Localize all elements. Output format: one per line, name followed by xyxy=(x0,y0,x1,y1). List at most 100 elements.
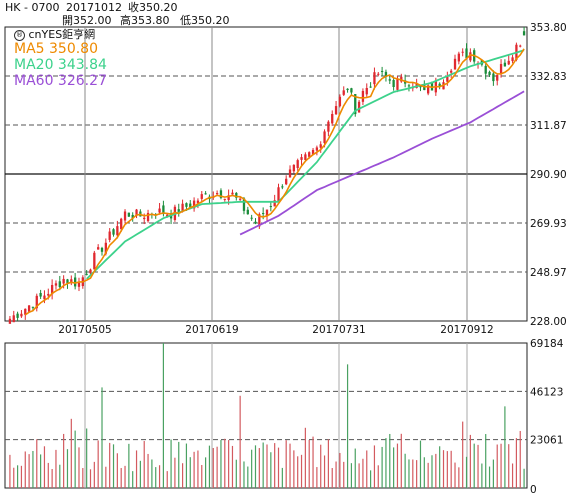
candle-down xyxy=(522,31,526,36)
open-price-label: 開352.00 xyxy=(62,14,112,27)
candle-up xyxy=(20,313,23,317)
candle-up xyxy=(104,242,107,254)
candle-up xyxy=(461,51,464,53)
candle-up xyxy=(47,293,50,296)
x-tick-label: 20170731 xyxy=(312,324,365,336)
legend-ma60: MA60 326.27 xyxy=(14,73,107,89)
candle-up xyxy=(331,113,334,124)
candle-up xyxy=(357,101,361,113)
candle-up xyxy=(146,212,150,222)
candle-up xyxy=(24,308,27,315)
price-y-tick-label: 269.93 xyxy=(530,218,567,230)
candle-up xyxy=(453,58,457,70)
candle-up xyxy=(70,279,73,283)
candle-down xyxy=(369,86,372,88)
close-price-label: 收350.20 xyxy=(128,1,178,14)
volume-y-tick-label: 0 xyxy=(530,484,537,496)
candle-up xyxy=(334,106,338,115)
candle-up xyxy=(35,295,38,309)
candle-up xyxy=(200,194,203,199)
candle-down xyxy=(354,93,357,115)
candle-down xyxy=(262,213,265,215)
volume-y-tick-label: 23061 xyxy=(530,435,563,447)
candle-up xyxy=(315,147,319,151)
candle-up xyxy=(338,96,342,107)
price-y-tick-label: 353.80 xyxy=(530,22,567,34)
candle-up xyxy=(108,231,111,240)
legend-ma20: MA20 343.84 xyxy=(14,57,107,73)
candle-down xyxy=(85,273,88,275)
candle-up xyxy=(400,76,403,82)
candle-up xyxy=(215,193,219,195)
ma60-line xyxy=(239,90,525,236)
candle-up xyxy=(519,45,522,47)
candle-up xyxy=(285,178,288,185)
candle-up xyxy=(342,90,345,95)
registered-circle-icon: ® xyxy=(14,30,25,41)
candle-down xyxy=(281,186,284,188)
candle-up xyxy=(396,78,399,90)
candle-down xyxy=(242,198,246,211)
candle-up xyxy=(227,195,230,200)
candle-up xyxy=(116,226,119,236)
ma20-line xyxy=(86,49,525,280)
candle-up xyxy=(238,198,242,200)
candle-up xyxy=(496,75,499,81)
candle-down xyxy=(254,221,257,224)
volume-y-tick-label: 46123 xyxy=(530,386,563,398)
candle-up xyxy=(54,283,58,286)
candle-down xyxy=(73,277,77,287)
candle-down xyxy=(58,281,61,287)
candle-up xyxy=(123,211,127,221)
candle-down xyxy=(219,190,223,198)
candle-up xyxy=(292,164,296,172)
candle-up xyxy=(373,72,376,85)
candle-down xyxy=(492,73,495,82)
candle-up xyxy=(377,73,380,75)
ticker-label: HK - 0700 xyxy=(5,1,60,14)
candle-down xyxy=(127,212,131,217)
volume-y-tick-label: 69184 xyxy=(530,338,564,350)
candle-down xyxy=(419,86,422,88)
candle-down xyxy=(204,193,207,195)
candle-up xyxy=(308,152,311,157)
candle-up xyxy=(258,214,261,227)
candle-up xyxy=(457,53,461,62)
candle-up xyxy=(507,60,510,65)
candle-up xyxy=(50,284,54,295)
candle-up xyxy=(361,90,365,102)
price-y-tick-label: 228.00 xyxy=(530,316,567,328)
candle-up xyxy=(120,218,123,230)
price-y-tick-label: 248.97 xyxy=(530,267,567,279)
candle-up xyxy=(223,198,226,200)
candle-up xyxy=(273,200,276,207)
low-price-label: 低350.20 xyxy=(180,14,230,27)
candle-up xyxy=(277,187,280,202)
candle-up xyxy=(450,70,453,73)
candle-up xyxy=(196,200,200,204)
price-y-tick-label: 290.90 xyxy=(530,169,567,181)
date-label: 20171012 xyxy=(66,1,122,14)
candle-up xyxy=(319,144,322,148)
candle-up xyxy=(8,318,12,324)
candle-down xyxy=(100,247,104,252)
x-tick-label: 20170619 xyxy=(185,324,238,336)
candle-up xyxy=(166,214,169,217)
high-price-label: 高353.80 xyxy=(120,14,170,27)
candle-down xyxy=(503,62,507,67)
candle-down xyxy=(16,313,19,318)
candle-up xyxy=(304,154,307,160)
legend-ma5: MA5 350.80 xyxy=(14,41,98,57)
candle-up xyxy=(311,149,315,155)
candle-down xyxy=(162,205,165,215)
ma5-line xyxy=(24,48,525,316)
candle-up xyxy=(135,209,138,216)
candle-down xyxy=(438,83,441,87)
candle-up xyxy=(181,203,184,212)
candle-down xyxy=(388,79,391,81)
candle-down xyxy=(350,88,353,93)
candle-up xyxy=(327,121,330,132)
candle-down xyxy=(246,209,249,215)
x-tick-label: 20170912 xyxy=(440,324,493,336)
